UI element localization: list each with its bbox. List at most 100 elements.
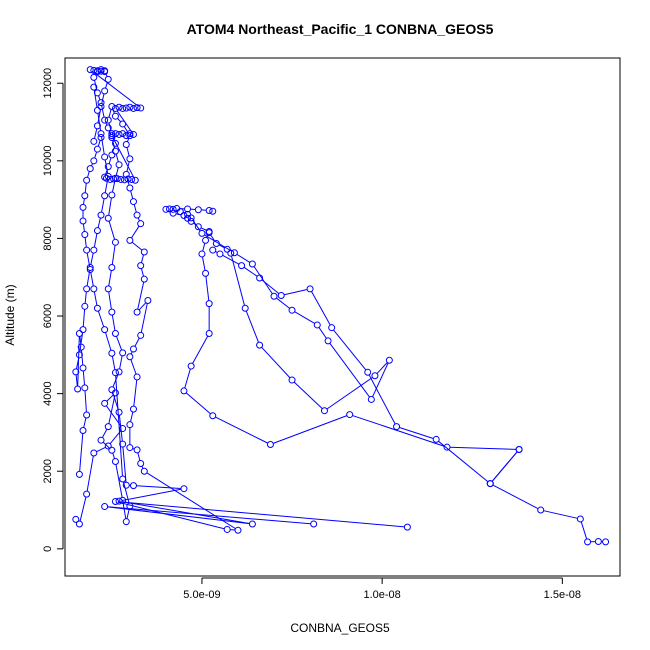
data-point [101, 399, 109, 407]
series-line-segment [202, 256, 206, 271]
data-point [93, 122, 101, 130]
series-line-segment [206, 234, 209, 238]
x-tick-label: 1.5e-08 [544, 589, 581, 601]
series-line-segment [82, 198, 85, 205]
data-point [385, 356, 393, 364]
series-line-segment [192, 220, 201, 232]
series-line-segment [101, 93, 105, 104]
series-line-segment [116, 110, 133, 133]
data-point [79, 326, 87, 334]
data-point [194, 223, 202, 231]
data-point [306, 285, 314, 293]
data-point [144, 297, 152, 305]
series-line-segment [276, 297, 290, 309]
data-point [122, 481, 130, 489]
data-point [256, 274, 264, 282]
data-point [515, 446, 523, 454]
data-point [126, 132, 134, 140]
data-point [97, 436, 105, 444]
data-point [111, 130, 119, 138]
data-point [101, 192, 109, 200]
data-point [133, 104, 141, 112]
data-point [270, 292, 278, 300]
data-point [227, 249, 235, 257]
data-point [90, 157, 98, 165]
series-6 [72, 134, 134, 528]
series-line-segment [115, 464, 123, 498]
series-line-segment [492, 484, 539, 510]
y-tick-label: 2000 [42, 459, 54, 483]
data-point [209, 412, 217, 420]
data-point [75, 329, 83, 337]
data-point [72, 368, 80, 376]
data-point [108, 103, 116, 111]
series-7 [72, 83, 112, 478]
data-point [129, 130, 137, 138]
data-point [126, 421, 134, 429]
data-point [79, 217, 87, 225]
data-point [120, 176, 128, 184]
data-point [115, 161, 123, 169]
series-line-segment [134, 337, 140, 347]
data-point [133, 373, 141, 381]
data-point [90, 246, 98, 254]
data-point [111, 458, 119, 466]
data-point [93, 67, 101, 75]
x-axis-label: CONBNA_GEOS5 [290, 621, 390, 635]
data-point [126, 184, 134, 192]
data-point [169, 209, 177, 217]
series-line-segment [79, 496, 87, 522]
data-point [277, 291, 285, 299]
series-line-segment [126, 508, 130, 519]
series-line-segment [93, 89, 98, 108]
data-point [111, 369, 119, 377]
series-line-segment [97, 310, 105, 327]
series-line-segment [111, 245, 116, 265]
data-point [209, 207, 217, 215]
data-point [169, 205, 177, 213]
data-point [126, 103, 134, 111]
series-line-segment [105, 82, 108, 89]
data-point [184, 210, 192, 218]
series-line-segment [146, 472, 236, 530]
data-point [101, 68, 109, 76]
series-line-segment [115, 167, 119, 176]
series-line-segment [108, 109, 112, 118]
data-point [137, 104, 145, 112]
y-tick-label: 12000 [42, 68, 54, 99]
series-2 [169, 205, 393, 415]
data-point [115, 368, 123, 376]
data-point [108, 130, 116, 138]
data-point [205, 206, 213, 214]
plot-frame [64, 57, 621, 577]
series-8 [86, 66, 145, 184]
data-point [205, 329, 213, 337]
series-line-segment [130, 411, 134, 422]
data-point [97, 134, 105, 142]
data-point [122, 518, 130, 526]
series-line-segment [133, 379, 138, 407]
series-line-segment [87, 171, 90, 178]
data-point [202, 269, 210, 277]
data-point [111, 238, 119, 246]
series-line-segment [112, 138, 135, 178]
series-line-segment [82, 370, 86, 385]
series-line-segment [106, 394, 114, 402]
series-line-segment [136, 485, 181, 490]
data-point [576, 515, 584, 523]
series-line-segment [543, 510, 578, 519]
data-point [119, 475, 127, 483]
series-line-segment [112, 452, 116, 459]
data-point [594, 537, 602, 545]
data-point [102, 174, 110, 182]
data-point [198, 229, 206, 237]
data-point [403, 523, 411, 531]
series-line-segment [215, 416, 268, 444]
data-point [108, 308, 116, 316]
x-tick-label: 5.0e-09 [183, 589, 220, 601]
data-point [129, 345, 137, 353]
series-line-segment [236, 253, 251, 263]
data-point [248, 520, 256, 528]
series-line-segment [376, 362, 388, 374]
data-point [310, 520, 318, 528]
